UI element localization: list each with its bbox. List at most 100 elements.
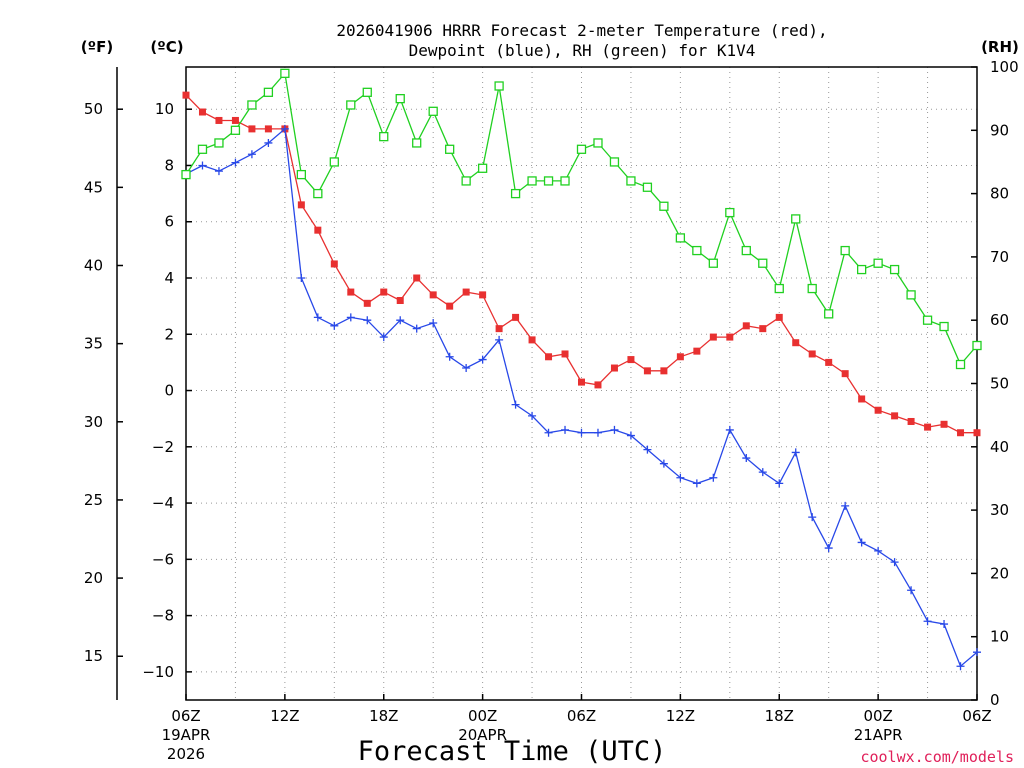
dewpoint-point — [725, 425, 734, 434]
dewpoint-point — [379, 333, 388, 342]
rh-point — [659, 201, 669, 211]
celsius-tick-label: −4 — [152, 494, 174, 512]
rh-point — [214, 138, 224, 148]
rh-point — [197, 144, 208, 154]
rh-point — [642, 182, 653, 192]
temperature-point — [297, 201, 305, 209]
temperature-point — [462, 288, 470, 296]
dewpoint-point — [643, 445, 652, 454]
temperature-point — [973, 429, 981, 437]
rh-point — [280, 68, 290, 78]
time-tick-label: 12Z — [666, 707, 695, 725]
temperature-point — [726, 333, 734, 341]
temperature-point — [759, 325, 767, 333]
dewpoint-point — [758, 468, 767, 477]
celsius-tick-label: −2 — [152, 438, 174, 456]
time-tick-label: 12Z — [270, 707, 299, 725]
temperature-point — [380, 288, 388, 296]
dewpoint-point — [626, 431, 635, 440]
rh-tick-label: 20 — [990, 564, 1009, 582]
dewpoint-point — [923, 617, 932, 626]
dewpoint-point — [791, 448, 800, 457]
rh-point — [955, 359, 966, 370]
temperature-point — [709, 333, 717, 341]
rh-point — [362, 87, 372, 97]
dewpoint-point — [478, 355, 487, 364]
celsius-tick-label: 0 — [164, 382, 174, 400]
celsius-tick-label: 4 — [164, 269, 174, 287]
fahrenheit-tick-label: 25 — [84, 491, 103, 509]
dewpoint-point — [874, 546, 883, 555]
rh-tick-label: 80 — [990, 185, 1009, 203]
dewpoint-point — [956, 662, 965, 671]
chart-title-line1: 2026041906 HRRR Forecast 2-meter Tempera… — [336, 21, 827, 40]
time-tick-label: 00Z — [863, 707, 892, 725]
dewpoint-point — [561, 425, 570, 434]
rh-point — [824, 309, 834, 319]
temperature-point — [231, 116, 239, 124]
rh-point — [873, 258, 883, 268]
rh-point — [313, 188, 323, 199]
fahrenheit-tick-label: 15 — [84, 647, 103, 665]
rh-point — [972, 340, 982, 351]
time-tick-label: 18Z — [765, 707, 794, 725]
dewpoint-point — [412, 324, 421, 333]
temperature-point — [660, 367, 668, 375]
fahrenheit-tick-label: 40 — [84, 256, 103, 274]
fahrenheit-unit-label: (ºF) — [81, 38, 113, 56]
celsius-tick-label: 6 — [164, 213, 174, 231]
rh-point — [609, 157, 620, 167]
temperature-point — [825, 358, 833, 366]
rh-point — [758, 258, 768, 268]
temperature-point — [627, 356, 635, 364]
rh-tick-label: 100 — [990, 58, 1019, 76]
rh-point — [296, 169, 307, 180]
temperature-point — [528, 336, 536, 344]
temperature-point — [792, 339, 800, 347]
rh-tick-label: 60 — [990, 311, 1009, 329]
rh-point — [510, 188, 521, 199]
rh-point — [329, 157, 339, 167]
dewpoint-point — [511, 400, 520, 409]
dewpoint-point — [264, 138, 273, 147]
dewpoint-point — [577, 428, 586, 437]
rh-point — [906, 290, 916, 300]
temperature-point — [858, 395, 866, 403]
dewpoint-point — [495, 335, 504, 344]
fahrenheit-tick-label: 30 — [84, 413, 103, 431]
celsius-unit-label: (ºC) — [150, 38, 183, 56]
rh-tick-label: 90 — [990, 121, 1009, 139]
date-label: 19APR — [162, 726, 211, 744]
temperature-point — [610, 364, 618, 372]
temperature-point — [363, 299, 371, 307]
temperature-point — [561, 350, 569, 358]
time-tick-label: 00Z — [468, 707, 497, 725]
temperature-point — [874, 406, 882, 414]
rh-point — [725, 207, 735, 218]
dewpoint-point — [692, 479, 701, 488]
rh-tick-label: 40 — [990, 438, 1009, 456]
rh-point — [560, 176, 570, 186]
dewpoint-point — [297, 274, 306, 282]
rh-tick-label: 10 — [990, 628, 1009, 646]
temperature-point — [330, 260, 338, 268]
rh-point — [445, 144, 455, 154]
time-tick-label: 06Z — [171, 707, 200, 725]
dewpoint-point — [280, 124, 289, 133]
temperature-point — [594, 381, 602, 389]
rh-point — [922, 315, 933, 325]
rh-point — [477, 163, 488, 173]
dewpoint-point — [973, 648, 981, 657]
dewpoint-point — [231, 158, 240, 167]
temperature-point — [940, 420, 948, 428]
dewpoint-point — [346, 313, 355, 322]
celsius-tick-label: 8 — [164, 156, 174, 174]
temperature-point — [429, 291, 437, 299]
dewpoint-point — [742, 454, 751, 463]
rh-tick-label: 50 — [990, 375, 1009, 393]
time-tick-label: 06Z — [567, 707, 596, 725]
temperature-point — [495, 325, 503, 333]
rh-point — [379, 131, 389, 142]
temperature-point — [413, 274, 421, 282]
rh-point — [939, 321, 949, 332]
